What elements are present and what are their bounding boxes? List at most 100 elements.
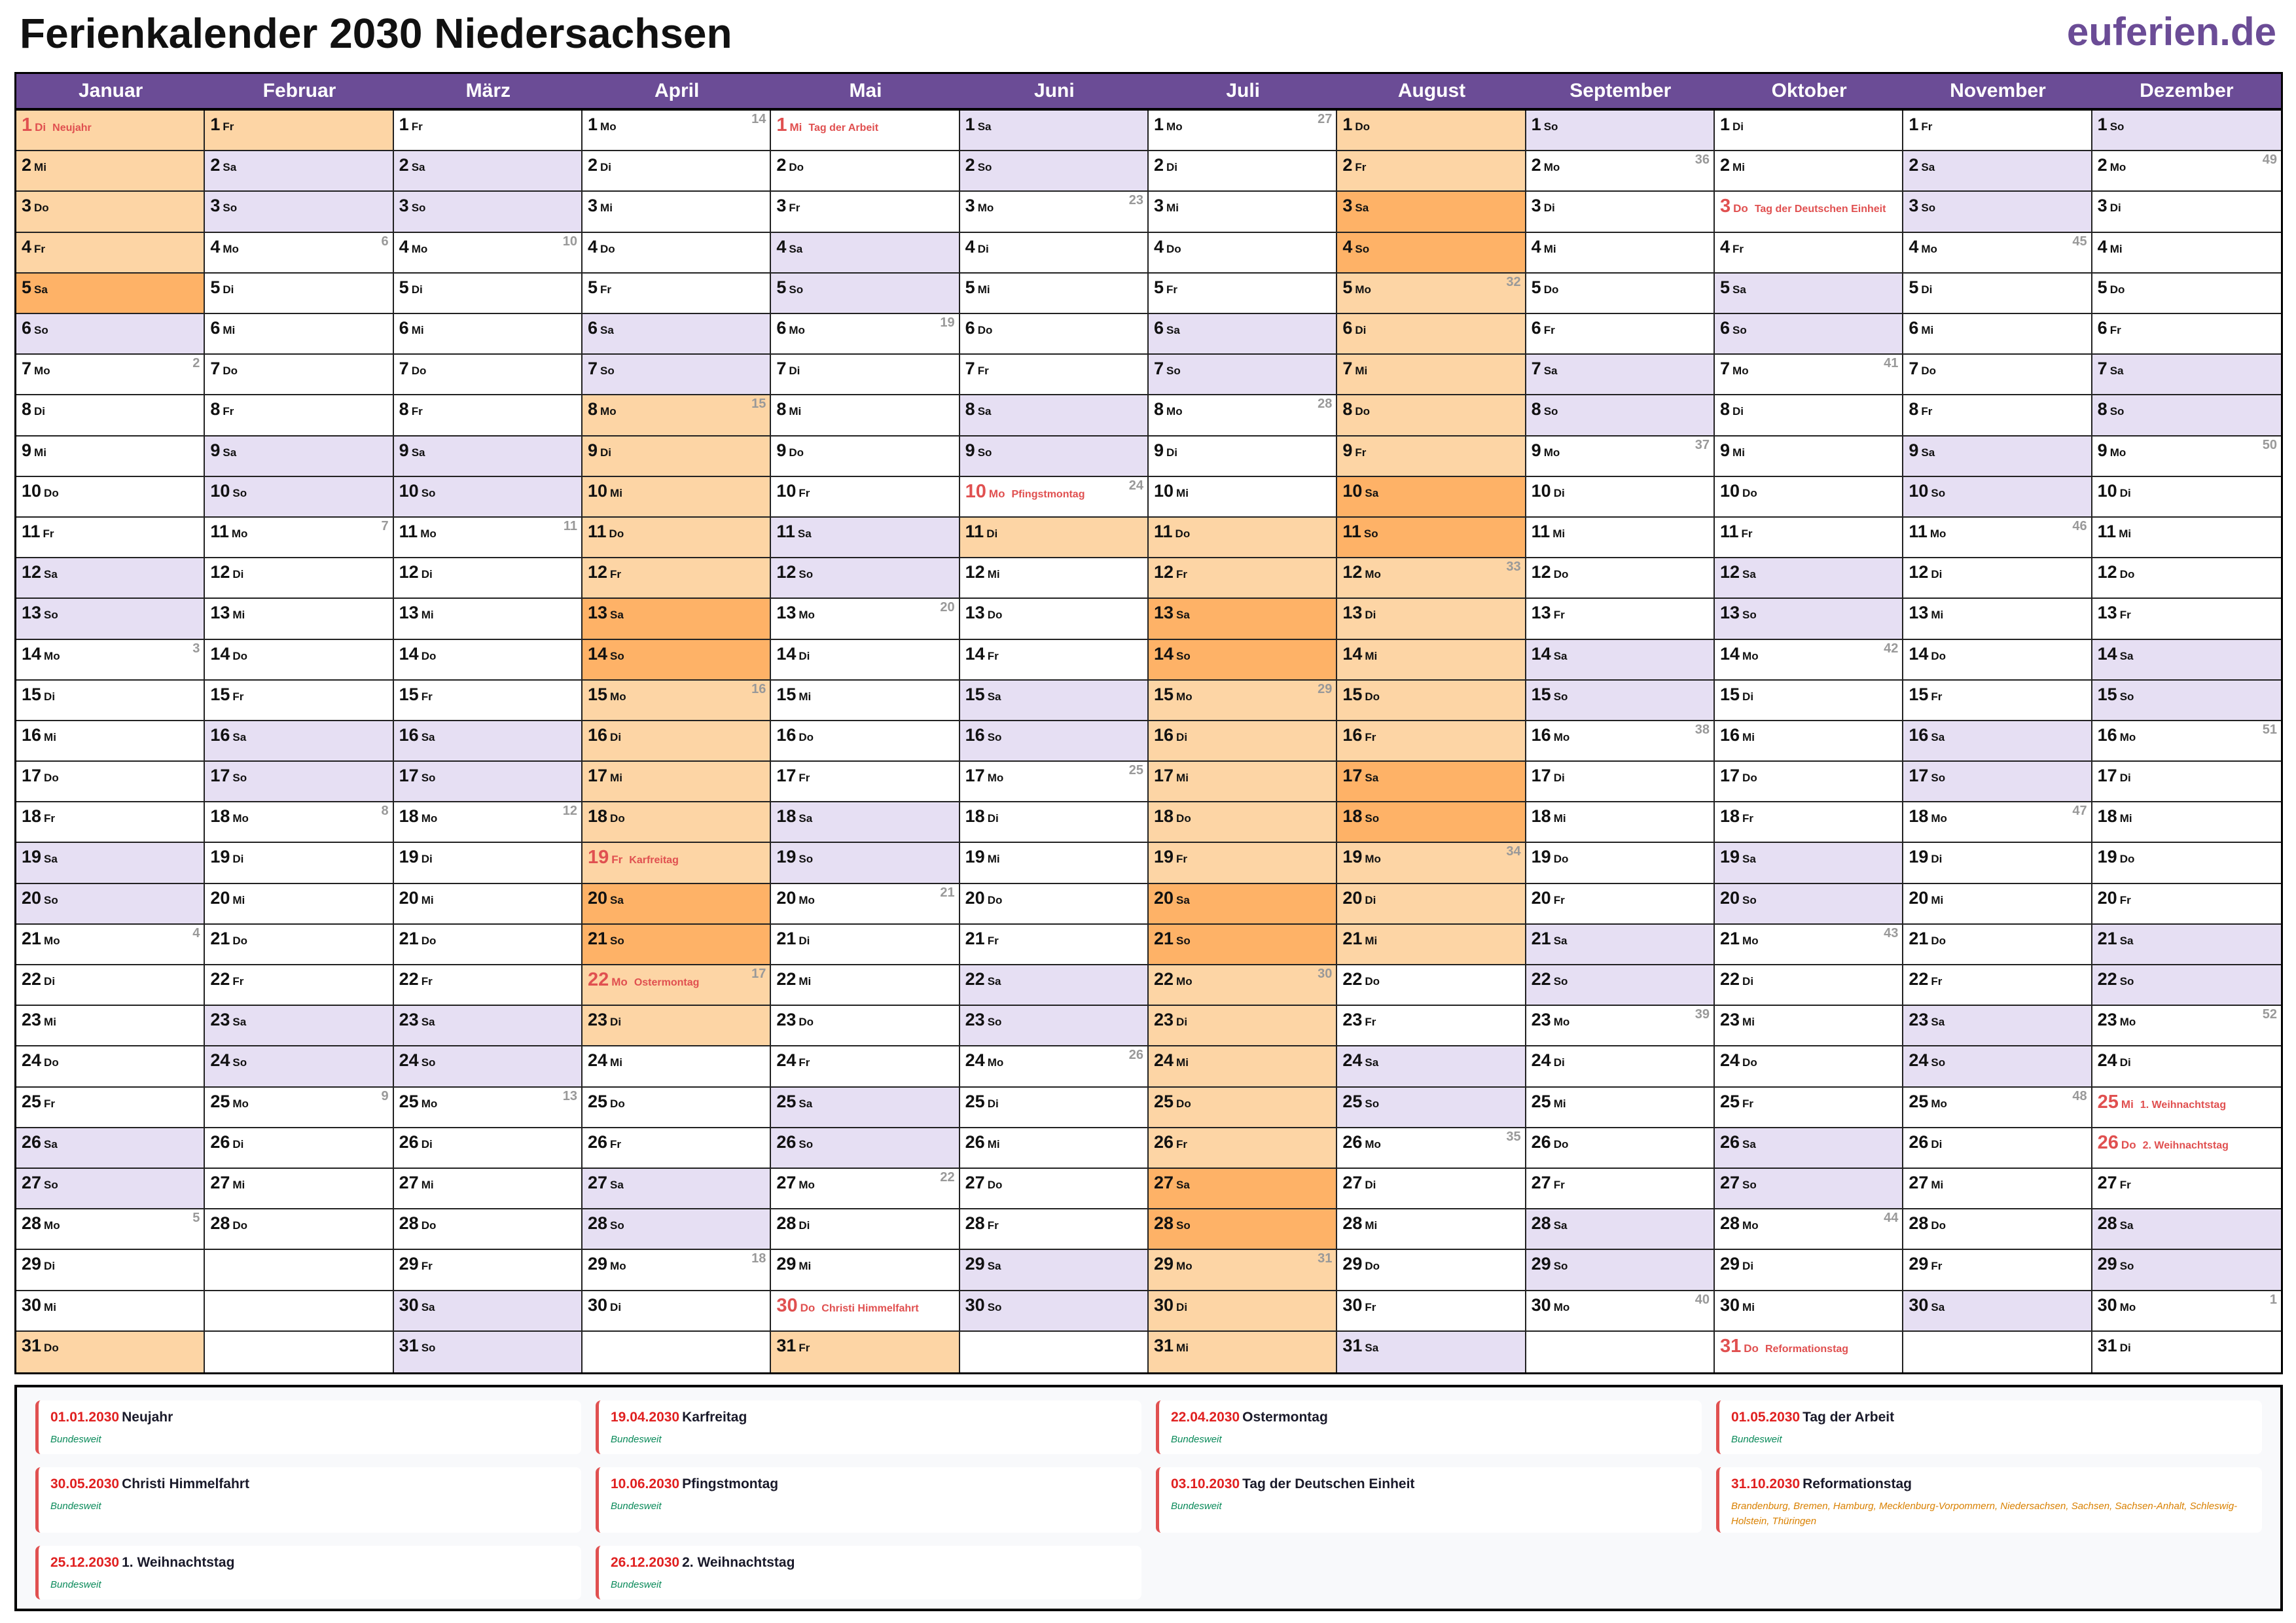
day-cell[interactable]: 3 Sa — [1337, 192, 1526, 233]
day-cell[interactable]: 19 Sa — [16, 843, 206, 884]
day-cell[interactable]: 16 Fr — [1337, 721, 1526, 762]
day-cell[interactable]: 22 Do — [1337, 965, 1526, 1007]
day-cell[interactable]: 10 Mo Pfingstmontag 24 — [960, 476, 1149, 518]
day-cell[interactable]: 15 Di — [1715, 680, 1904, 721]
day-cell[interactable]: 9 Mo 37 — [1526, 436, 1715, 477]
day-cell[interactable]: 24 So — [1903, 1046, 2092, 1088]
day-cell[interactable]: 20 Fr — [2092, 884, 2281, 925]
day-cell[interactable]: 3 Di — [1526, 192, 1715, 233]
day-cell[interactable]: 1 Di Neujahr — [16, 111, 206, 152]
day-cell[interactable]: 6 Fr — [2092, 314, 2281, 355]
day-cell[interactable]: 15 Di — [16, 680, 206, 721]
day-cell[interactable]: 18 Fr — [1715, 802, 1904, 844]
day-cell[interactable]: 31 Di — [2092, 1332, 2281, 1372]
day-cell[interactable]: 2 Mi — [1715, 151, 1904, 192]
day-cell[interactable]: 21 Do — [1903, 924, 2092, 966]
day-cell[interactable]: 14 Mo 42 — [1715, 639, 1904, 681]
day-cell[interactable]: 12 Mi — [960, 558, 1149, 599]
day-cell[interactable]: 12 Di — [205, 558, 394, 599]
day-cell[interactable]: 1 Fr — [1903, 111, 2092, 152]
day-cell[interactable]: 10 So — [1903, 476, 2092, 518]
day-cell[interactable]: 8 Fr — [205, 395, 394, 437]
day-cell[interactable]: 18 So — [1337, 802, 1526, 844]
day-cell[interactable]: 20 Mi — [393, 883, 583, 925]
day-cell[interactable]: 21 Sa — [1526, 924, 1715, 966]
day-cell[interactable]: 14 Sa — [1526, 639, 1715, 681]
day-cell[interactable]: 20 Di — [1337, 883, 1526, 925]
day-cell[interactable]: 1 Di — [1715, 111, 1904, 152]
day-cell[interactable]: 13 Mi — [1903, 599, 2092, 640]
day-cell[interactable]: 28 Do — [1903, 1209, 2092, 1251]
day-cell[interactable]: 11 Mo 7 — [205, 517, 394, 559]
day-cell[interactable]: 2 Mo 36 — [1526, 151, 1715, 192]
day-cell[interactable]: 13 Sa — [583, 599, 772, 640]
day-cell[interactable]: 11 So — [1337, 517, 1526, 559]
day-cell[interactable]: 18 Mo 8 — [205, 802, 394, 844]
day-cell[interactable]: 19 Di — [1903, 843, 2092, 884]
day-cell[interactable]: 11 Mo 11 — [393, 517, 583, 559]
day-cell[interactable]: 24 Mo 26 — [960, 1046, 1149, 1088]
day-cell[interactable]: 21 Mo 43 — [1715, 924, 1904, 966]
day-cell[interactable]: 3 Fr — [771, 192, 960, 233]
day-cell[interactable]: 12 Fr — [583, 558, 772, 599]
day-cell[interactable]: 28 Do — [205, 1209, 394, 1251]
day-cell[interactable]: 29 Mo 31 — [1149, 1250, 1338, 1291]
day-cell[interactable]: 5 Sa — [16, 273, 206, 314]
day-cell[interactable]: 4 So — [1337, 232, 1526, 274]
day-cell[interactable]: 16 Di — [1149, 721, 1338, 762]
day-cell[interactable]: 27 Di — [1337, 1169, 1526, 1210]
day-cell[interactable]: 30 Sa — [1903, 1291, 2092, 1332]
day-cell[interactable]: 25 Mo 13 — [393, 1087, 583, 1128]
day-cell[interactable]: 6 Fr — [1526, 313, 1715, 355]
day-cell[interactable]: 2 Sa — [393, 151, 583, 192]
day-cell[interactable]: 21 Sa — [2092, 924, 2281, 966]
day-cell[interactable]: 23 Di — [583, 1006, 772, 1047]
day-cell[interactable]: 20 Mo 21 — [771, 883, 960, 925]
day-cell[interactable]: 4 Mi — [2092, 233, 2281, 274]
day-cell[interactable]: 22 Di — [1715, 965, 1904, 1007]
day-cell[interactable]: 29 Sa — [960, 1250, 1149, 1291]
day-cell[interactable]: 30 Di — [583, 1291, 772, 1332]
day-cell[interactable]: 14 Sa — [2092, 639, 2281, 681]
day-cell[interactable]: 12 Fr — [1149, 558, 1338, 599]
day-cell[interactable]: 6 Mi — [393, 313, 583, 355]
day-cell[interactable]: 15 Mi — [771, 680, 960, 721]
day-cell[interactable]: 17 So — [205, 762, 394, 803]
day-cell[interactable]: 14 So — [583, 639, 772, 681]
day-cell[interactable]: 23 Di — [1149, 1006, 1338, 1047]
day-cell[interactable]: 25 Do — [583, 1087, 772, 1128]
day-cell[interactable]: 26 Sa — [16, 1128, 206, 1169]
day-cell[interactable]: 1 Fr — [205, 111, 394, 152]
day-cell[interactable]: 6 Do — [960, 313, 1149, 355]
day-cell[interactable]: 7 Do — [205, 355, 394, 396]
day-cell[interactable]: 4 Fr — [1715, 232, 1904, 274]
day-cell[interactable]: 15 So — [2092, 680, 2281, 721]
day-cell[interactable]: 23 Mi — [16, 1006, 206, 1047]
day-cell[interactable]: 27 So — [1715, 1169, 1904, 1210]
day-cell[interactable]: 22 Mo 30 — [1149, 965, 1338, 1007]
day-cell[interactable]: 23 Do — [771, 1006, 960, 1047]
day-cell[interactable]: 17 Di — [2092, 762, 2281, 803]
day-cell[interactable]: 21 Do — [393, 924, 583, 966]
day-cell[interactable]: 3 Mi — [1149, 192, 1338, 233]
day-cell[interactable]: 24 Di — [2092, 1046, 2281, 1088]
day-cell[interactable]: 22 Mi — [771, 965, 960, 1007]
day-cell[interactable]: 9 Mi — [1715, 436, 1904, 477]
day-cell[interactable]: 14 Di — [771, 639, 960, 681]
day-cell[interactable]: 3 Mo 23 — [960, 192, 1149, 233]
day-cell[interactable]: 3 Di — [2092, 192, 2281, 233]
day-cell[interactable]: 17 Do — [16, 762, 206, 803]
day-cell[interactable]: 23 Mi — [1715, 1006, 1904, 1047]
day-cell[interactable]: 24 So — [393, 1046, 583, 1088]
day-cell[interactable]: 3 So — [205, 192, 394, 233]
day-cell[interactable]: 22 Fr — [1903, 965, 2092, 1007]
day-cell[interactable]: 6 Mo 19 — [771, 313, 960, 355]
day-cell[interactable]: 10 Di — [1526, 476, 1715, 518]
day-cell[interactable]: 27 Do — [960, 1169, 1149, 1210]
day-cell[interactable]: 25 Mi 1. Weihnachtstag — [2092, 1088, 2281, 1128]
day-cell[interactable]: 16 Mo 51 — [2092, 721, 2281, 762]
day-cell[interactable]: 9 Sa — [393, 436, 583, 477]
day-cell[interactable]: 28 Mi — [1337, 1209, 1526, 1251]
day-cell[interactable]: 25 So — [1337, 1087, 1526, 1128]
day-cell[interactable]: 24 Mi — [583, 1046, 772, 1088]
